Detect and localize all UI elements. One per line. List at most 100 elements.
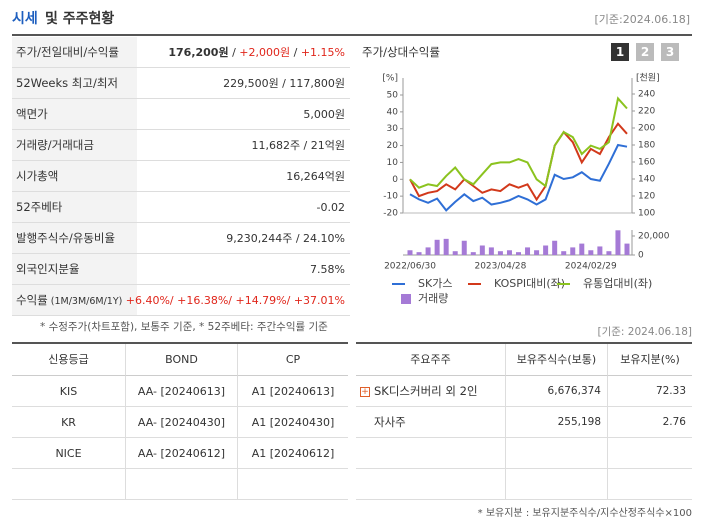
table-cell: AA- [20240612] [125, 438, 237, 469]
table-cell: A1 [20240612] [237, 438, 348, 469]
volume-bar [525, 247, 531, 255]
volume-bar [516, 252, 521, 255]
volume-bar [416, 252, 422, 255]
row-label: 시가총액 [16, 161, 58, 192]
label-text: 시가총액 [16, 169, 59, 183]
label-text: 52Weeks 최고/최저 [16, 76, 118, 90]
volume-bar [407, 250, 413, 255]
legend-label: 거래량 [418, 292, 448, 305]
volume-bar [606, 251, 612, 255]
value-text: 229,500원 / 117,800원 [223, 77, 345, 90]
table-cell [505, 438, 607, 469]
row-label: 주가/전일대비/수익률 [16, 37, 119, 68]
volume-bar [497, 251, 503, 255]
header-cell: BOND [125, 344, 237, 376]
y-tick-label: 30 [387, 124, 399, 134]
label-cell [12, 37, 137, 68]
header-rule [12, 34, 692, 36]
label-cell [12, 161, 137, 192]
x-tick-label: 2022/06/30 [384, 262, 436, 272]
label-cell [12, 223, 137, 254]
y-tick-label: 40 [387, 107, 399, 117]
label-cell [12, 130, 137, 161]
period-button[interactable]: 2 [636, 43, 654, 61]
table-cell: 6,676,374 [505, 376, 607, 407]
volume-tick-label: 0 [638, 251, 644, 261]
legend-label: KOSPI대비(좌) [494, 277, 565, 290]
row-label: 발행주식수/유동비율 [16, 223, 115, 254]
volume-bar [443, 238, 449, 255]
period-button[interactable]: 1 [611, 43, 629, 61]
period-button[interactable]: 3 [661, 43, 679, 61]
label-cell [12, 285, 137, 316]
volume-bar [470, 252, 476, 255]
table-cell [356, 438, 505, 469]
label-cell [12, 68, 137, 99]
table-cell: 2.76 [607, 407, 692, 438]
table-cell [607, 469, 692, 500]
expand-icon[interactable]: + [360, 387, 370, 397]
value-cell [137, 192, 350, 223]
value-text: 11,682주 / 21억원 [251, 139, 345, 152]
holder-top [356, 342, 692, 344]
table-cell [505, 469, 607, 500]
y2-tick-label: 100 [638, 209, 655, 219]
volume-bar [561, 251, 567, 255]
y2-tick-label: 140 [638, 175, 655, 185]
y-tick-label: 20 [387, 141, 399, 151]
header-cell: CP [237, 344, 348, 376]
value-cell [137, 99, 350, 130]
row-value: +6.40%/ +16.38%/ +14.79%/ +37.01% [126, 285, 345, 316]
table-cell: A1 [20240613] [237, 376, 348, 407]
value-text: +6.40%/ +16.38%/ +14.79%/ +37.01% [125, 294, 345, 307]
label-text: 외국인지분율 [16, 262, 80, 276]
volume-bar [461, 240, 467, 255]
row-value: 7.58% [310, 254, 345, 285]
y-tick-label: 0 [392, 175, 398, 185]
series-line [409, 96, 628, 189]
volume-bar [588, 250, 594, 255]
y2-axis-label: [천원] [636, 73, 660, 84]
row-label: 액면가 [16, 99, 48, 130]
label-sub: (1M/3M/6M/1Y) [50, 296, 123, 307]
label-text: 거래량/거래대금 [16, 138, 94, 152]
volume-bar [624, 243, 630, 255]
credit-top [12, 342, 348, 344]
label-text: 발행주식수/유동비율 [16, 231, 116, 245]
header-cell: 주요주주 [356, 344, 505, 376]
row-label: 수익률 (1M/3M/6M/1Y) [16, 285, 122, 316]
label-cell [12, 254, 137, 285]
series-line [409, 122, 628, 202]
table-cell: 72.33 [607, 376, 692, 407]
value-cell [137, 285, 350, 316]
volume-bar [597, 246, 603, 255]
y-tick-label: -20 [383, 209, 398, 219]
table-cell: AA- [20240613] [125, 376, 237, 407]
table-cell [125, 469, 237, 500]
label-text: 액면가 [16, 107, 48, 121]
holder-date: [기준: 2024.06.18] [597, 326, 692, 338]
value-part: +1.15% [300, 46, 345, 59]
value-cell [137, 130, 350, 161]
row-label: 외국인지분율 [16, 254, 79, 285]
chart-title: 주가/상대수익률 [362, 45, 440, 59]
header-cell: 보유주식수(보통) [505, 344, 607, 376]
table-cell: 255,198 [505, 407, 607, 438]
label-cell [12, 192, 137, 223]
x-tick-label: 2024/02/29 [565, 262, 617, 272]
title-main: 시세 [12, 11, 38, 27]
value-text: -0.02 [316, 201, 345, 214]
holder-note: * 보유지분 : 보유지분주식수/지수산정주식수×100 [477, 508, 692, 519]
table-cell: A1 [20240430] [237, 407, 348, 438]
y2-tick-label: 120 [638, 192, 655, 202]
row-value: 229,500원 / 117,800원 [223, 68, 345, 99]
volume-bar [434, 239, 440, 255]
y-tick-label: 50 [387, 91, 399, 101]
value-text: 7.58% [310, 263, 345, 276]
table-cell [356, 469, 505, 500]
value-part: / [228, 46, 240, 59]
y2-tick-label: 240 [638, 90, 655, 100]
y2-tick-label: 220 [638, 107, 655, 117]
